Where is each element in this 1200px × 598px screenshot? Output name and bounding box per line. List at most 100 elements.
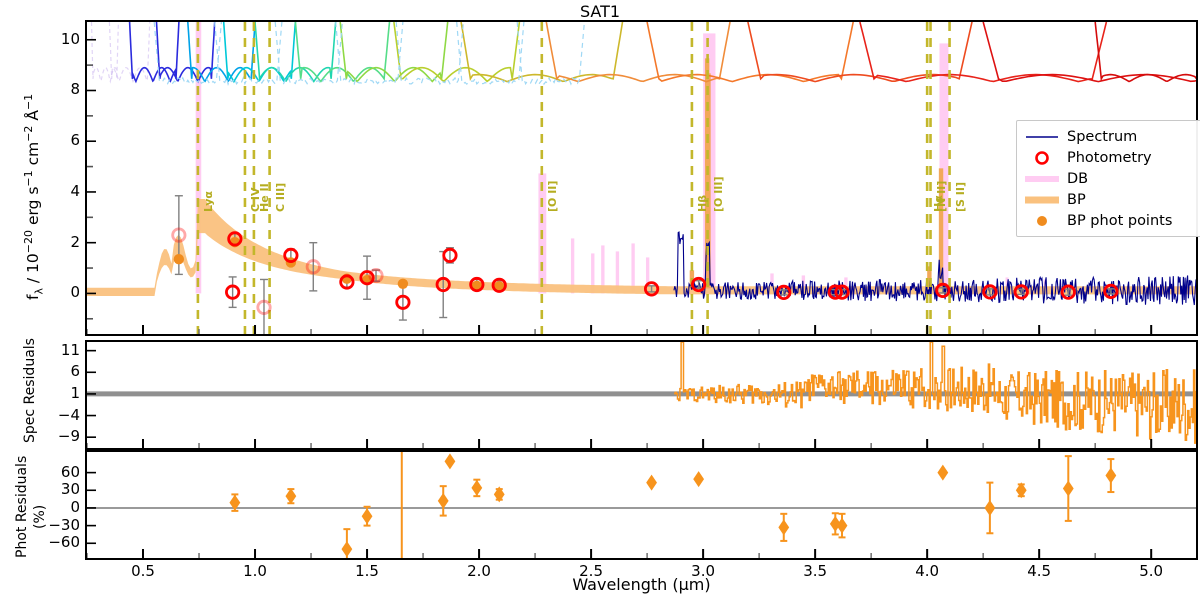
legend-item-photometry: Photometry <box>1024 147 1196 168</box>
spec-y-tick-label: 1 <box>70 383 80 402</box>
bp-phot-point <box>494 281 505 292</box>
phot-y-tick-label: 60 <box>60 462 80 481</box>
photometry-circle-icon <box>1024 150 1060 166</box>
bp-phot-point-icon <box>1024 214 1060 228</box>
photometry-point <box>834 284 850 300</box>
photometry-point <box>469 276 485 293</box>
phot-y-tick-label: −30 <box>48 515 80 534</box>
phot-residual-point <box>229 494 241 511</box>
filter-transmission-curve <box>222 22 297 84</box>
phot-residuals-y-label-line1: Phot Residuals <box>14 455 30 558</box>
db-band <box>939 43 949 294</box>
phot-residual-point <box>493 486 505 503</box>
filter-transmission-curve <box>393 22 521 83</box>
photometry-point <box>1013 284 1029 300</box>
filter-transmission-curve <box>294 22 391 83</box>
filter-transmission-curve <box>859 22 1108 83</box>
db-band <box>844 277 848 294</box>
filter-transmission-curve <box>108 22 151 84</box>
main-y-tick-label: 4 <box>70 181 80 200</box>
bp-phot-point <box>397 278 409 289</box>
photometry-point <box>1060 284 1076 300</box>
legend-label-spectrum: Spectrum <box>1067 128 1138 145</box>
phot-residual-point <box>1105 467 1117 484</box>
photometry-point <box>171 227 187 243</box>
filter-transmission-curve <box>155 22 216 84</box>
photometry-point <box>643 281 660 297</box>
emission-line-label: He II <box>258 183 272 212</box>
phot-residual-point <box>444 453 456 470</box>
filter-transmission-curve <box>254 22 337 83</box>
photometry-point <box>227 231 243 247</box>
bp-phot-point <box>471 280 483 292</box>
phot-y-tick-label: 0 <box>70 497 80 516</box>
phot-residual-point <box>937 464 949 481</box>
legend-label-bp: BP <box>1067 191 1086 208</box>
photometry-point <box>691 276 707 293</box>
legend-label-db: DB <box>1067 170 1089 187</box>
legend-label-bp-phot-points: BP phot points <box>1067 212 1173 229</box>
legend-item-bp-phot-points: BP phot points <box>1024 210 1196 231</box>
x-tick-label: 2.5 <box>579 562 603 580</box>
photometry-point <box>442 247 458 263</box>
spec-residuals-y-label: Spec Residuals <box>22 338 38 443</box>
x-tick-label: 1.0 <box>243 562 267 580</box>
bp-emission-spike <box>938 168 944 289</box>
bp-emission-spike <box>927 266 932 289</box>
phot-residual-point <box>1015 482 1027 499</box>
x-tick-label: 0.5 <box>131 562 155 580</box>
spec-residuals-svg <box>87 342 1196 448</box>
photometry-point <box>283 247 299 263</box>
filter-transmission-curve-faint <box>153 22 222 85</box>
main-y-tick-label: 0 <box>70 283 80 302</box>
phot-y-tick-label: 30 <box>60 480 80 499</box>
photometry-point <box>305 259 321 275</box>
photometry-point <box>827 284 843 300</box>
main-sed-panel <box>85 20 1198 336</box>
db-band <box>645 257 650 294</box>
photometry-point <box>395 294 411 310</box>
filter-transmission-curve <box>545 22 731 83</box>
photometry-point <box>368 268 384 284</box>
phot-residual-point <box>693 471 705 488</box>
x-tick-label: 1.5 <box>355 562 379 580</box>
photometry-point <box>1103 283 1119 299</box>
bp-band-icon <box>1024 194 1060 206</box>
spec-y-tick-label: 11 <box>60 340 80 359</box>
photometry-point <box>359 270 375 286</box>
photometry-point <box>491 277 507 293</box>
emission-line-label: C III] <box>274 182 288 212</box>
x-tick-label: 3.0 <box>691 562 716 580</box>
emission-line-label: [O II] <box>546 180 560 212</box>
photometry-point <box>935 282 951 298</box>
emission-line-label: Lyα <box>202 191 216 212</box>
filter-transmission-curve <box>982 22 1196 83</box>
x-tick-label: 4.0 <box>915 562 940 580</box>
main-y-axis-label: fλ / 10−20 erg s−1 cm−2 Å−1 <box>22 93 46 300</box>
filter-transmission-curve-faint <box>395 22 464 86</box>
main-sed-svg <box>87 22 1196 334</box>
phot-residual-point <box>984 499 996 516</box>
phot-residuals-y-label-line2: (%) <box>32 504 48 529</box>
emission-line-label: [S II] <box>954 182 968 212</box>
x-tick-label: 4.5 <box>1027 562 1052 580</box>
phot-residual-point <box>1062 480 1074 497</box>
phot-residual-point <box>829 515 841 532</box>
db-band <box>631 243 635 294</box>
photometry-point <box>256 299 272 315</box>
db-band <box>615 251 620 294</box>
bp-emission-spike <box>706 73 711 289</box>
spec-residual-line <box>674 342 1196 444</box>
db-band-icon <box>1024 173 1060 185</box>
phot-residual-point <box>646 474 657 491</box>
photometry-point <box>435 276 451 293</box>
legend-item-spectrum: Spectrum <box>1024 126 1196 147</box>
main-y-tick-label: 2 <box>70 232 80 251</box>
phot-residual-point <box>437 492 449 509</box>
bp-band <box>87 199 1196 296</box>
main-y-tick-label: 8 <box>70 80 80 99</box>
legend: Spectrum Photometry DB BP BP phot points <box>1016 120 1200 237</box>
phot-residual-point <box>836 517 848 534</box>
phot-residual-point <box>471 479 483 496</box>
